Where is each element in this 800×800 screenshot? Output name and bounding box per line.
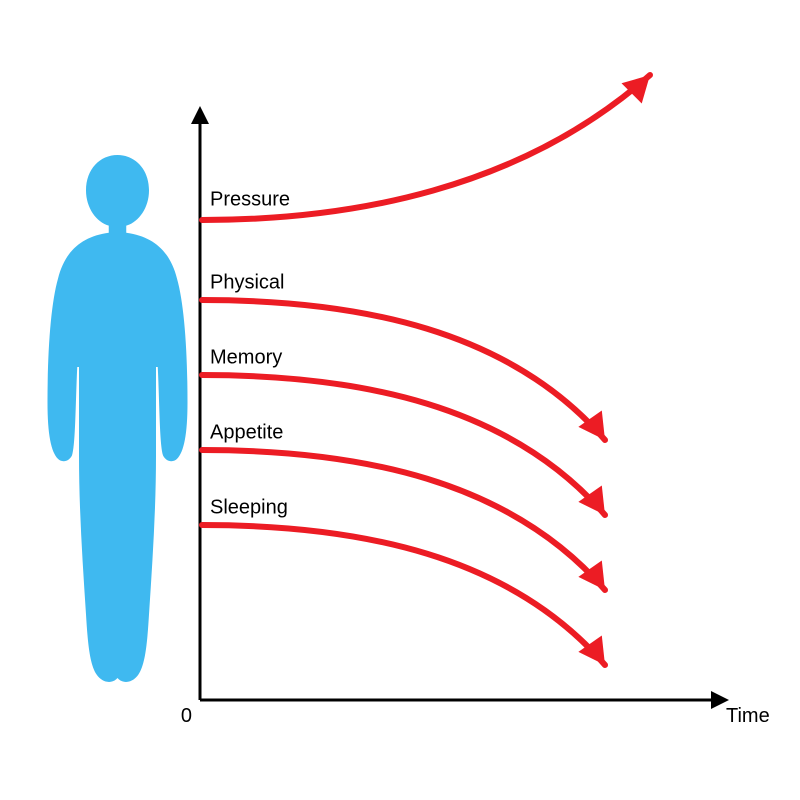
curve-path (202, 300, 605, 440)
curve-label: Memory (210, 346, 282, 368)
x-axis-label: Time (726, 705, 770, 727)
curve-path (202, 375, 605, 515)
curve-label: Pressure (210, 188, 290, 210)
curve-label: Appetite (210, 421, 283, 443)
curve-pressure: Pressure (202, 65, 660, 220)
curve-sleeping: Sleeping (202, 496, 617, 673)
curve-label: Sleeping (210, 496, 288, 518)
curves-group: Pressure Physical Memory Appetite Sleeping (202, 65, 660, 673)
diagram-canvas: 0 Time Pressure Physical Memory Appetite Sle… (0, 0, 800, 800)
curve-path (202, 450, 605, 590)
curve-path (202, 525, 605, 665)
origin-label: 0 (181, 705, 192, 727)
human-silhouette-icon (48, 155, 188, 682)
curve-label: Physical (210, 271, 284, 293)
